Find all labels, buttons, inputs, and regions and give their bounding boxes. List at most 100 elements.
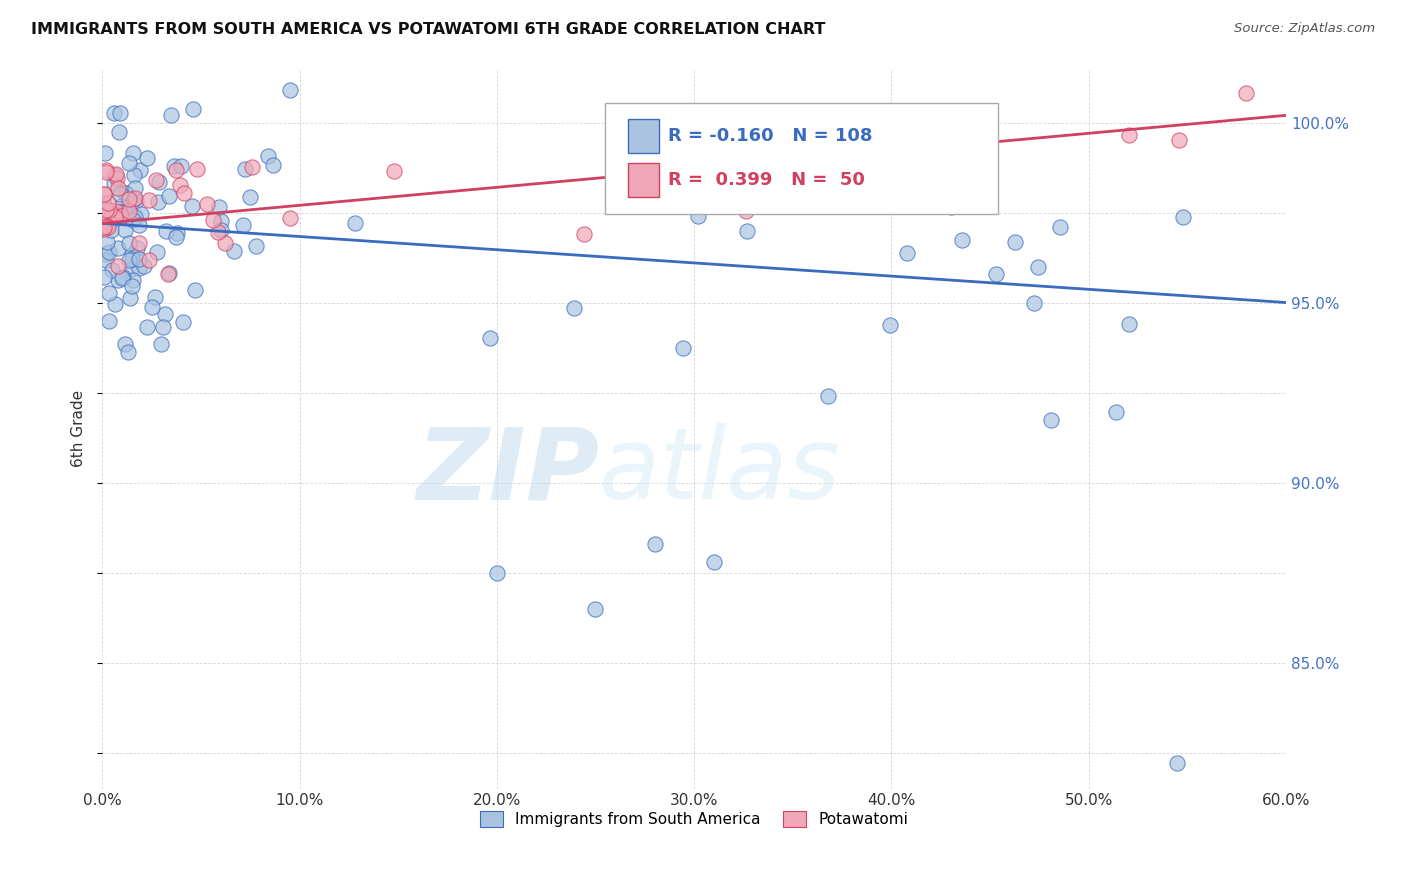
- Point: [110, 186, 132, 201]
- Point: [104, 210, 127, 224]
- Point: [101, 263, 124, 277]
- Point: [94, 247, 117, 261]
- Point: [93, 220, 115, 235]
- Point: [122, 192, 145, 206]
- Point: [104, 168, 127, 182]
- Point: [110, 106, 132, 120]
- Point: [94, 145, 117, 160]
- Point: [107, 208, 129, 222]
- Point: [107, 181, 129, 195]
- Point: [278, 211, 301, 225]
- Point: [145, 245, 167, 260]
- Point: [1039, 413, 1062, 427]
- Point: [817, 389, 839, 403]
- Point: [128, 218, 150, 232]
- Point: [163, 159, 186, 173]
- Point: [100, 223, 122, 237]
- Point: [143, 290, 166, 304]
- Point: [173, 186, 195, 201]
- Point: [950, 233, 973, 247]
- Point: [703, 555, 725, 569]
- Point: [107, 273, 129, 287]
- Point: [979, 105, 1001, 120]
- Point: [96, 215, 118, 229]
- Point: [128, 260, 150, 275]
- Point: [107, 241, 129, 255]
- Point: [94, 218, 117, 232]
- Point: [1022, 296, 1045, 310]
- Text: R =  0.399   N =  50: R = 0.399 N = 50: [668, 171, 865, 189]
- Point: [94, 253, 117, 268]
- Point: [105, 167, 128, 181]
- Text: IMMIGRANTS FROM SOUTH AMERICA VS POTAWATOMI 6TH GRADE CORRELATION CHART: IMMIGRANTS FROM SOUTH AMERICA VS POTAWAT…: [31, 22, 825, 37]
- Point: [583, 601, 606, 615]
- Point: [181, 199, 204, 213]
- Point: [1118, 128, 1140, 142]
- Text: ZIP: ZIP: [416, 423, 599, 520]
- Point: [93, 219, 115, 234]
- Point: [209, 214, 232, 228]
- Point: [138, 194, 160, 208]
- Point: [1234, 86, 1257, 100]
- Point: [94, 163, 117, 178]
- Point: [239, 189, 262, 203]
- Point: [96, 219, 118, 233]
- Point: [141, 300, 163, 314]
- Point: [186, 161, 208, 176]
- Point: [93, 186, 115, 201]
- Point: [131, 207, 153, 221]
- Point: [124, 210, 146, 224]
- Point: [208, 200, 231, 214]
- Point: [98, 314, 121, 328]
- Point: [93, 197, 115, 211]
- Point: [93, 222, 115, 236]
- Point: [128, 236, 150, 251]
- Point: [93, 187, 115, 202]
- Point: [101, 208, 124, 222]
- Point: [165, 229, 187, 244]
- Point: [124, 191, 146, 205]
- Point: [245, 239, 267, 253]
- Point: [207, 225, 229, 239]
- Point: [1118, 317, 1140, 331]
- Point: [637, 120, 659, 134]
- Point: [1166, 756, 1188, 771]
- Point: [122, 146, 145, 161]
- Point: [169, 178, 191, 192]
- Point: [984, 267, 1007, 281]
- Point: [262, 158, 284, 172]
- Point: [98, 286, 121, 301]
- Point: [155, 224, 177, 238]
- Point: [115, 186, 138, 201]
- Point: [159, 108, 181, 122]
- Point: [702, 141, 724, 155]
- Point: [103, 176, 125, 190]
- Point: [181, 102, 204, 116]
- Point: [121, 252, 143, 266]
- Point: [103, 105, 125, 120]
- Point: [214, 235, 236, 250]
- Point: [240, 160, 263, 174]
- Point: [118, 291, 141, 305]
- Point: [256, 149, 278, 163]
- Point: [166, 162, 188, 177]
- Y-axis label: 6th Grade: 6th Grade: [72, 390, 86, 467]
- Point: [1105, 405, 1128, 419]
- Point: [1004, 235, 1026, 249]
- Point: [156, 267, 179, 281]
- Point: [108, 205, 131, 219]
- Point: [114, 336, 136, 351]
- Text: Source: ZipAtlas.com: Source: ZipAtlas.com: [1234, 22, 1375, 36]
- Point: [896, 245, 918, 260]
- Point: [96, 235, 118, 249]
- Point: [104, 297, 127, 311]
- Point: [93, 269, 115, 284]
- Point: [166, 227, 188, 241]
- Point: [96, 203, 118, 218]
- Point: [479, 331, 502, 345]
- Point: [135, 320, 157, 334]
- Point: [111, 270, 134, 285]
- Point: [184, 283, 207, 297]
- Point: [120, 261, 142, 276]
- Point: [124, 180, 146, 194]
